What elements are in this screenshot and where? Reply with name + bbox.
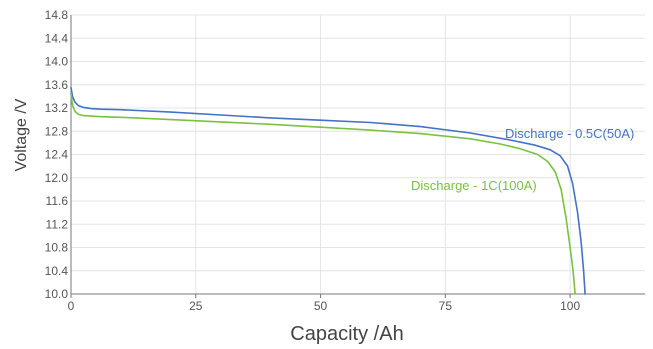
series-label-1c: Discharge - 1C(100A) bbox=[411, 178, 537, 193]
x-tick-label: 50 bbox=[314, 299, 328, 313]
y-tick-label: 12.4 bbox=[45, 148, 69, 162]
y-tick-labels: 10.0 10.4 10.8 11.2 11.6 12.0 12.4 12.8 13.2 13.6… bbox=[45, 8, 69, 301]
x-tick-label: 25 bbox=[189, 299, 203, 313]
x-tick-labels: 0 25 50 75 100 bbox=[68, 299, 581, 313]
y-tick-label: 14.8 bbox=[45, 8, 69, 22]
series-lines bbox=[70, 86, 586, 295]
y-tick-label: 13.2 bbox=[45, 101, 69, 115]
series-label-0-5c: Discharge - 0.5C(50A) bbox=[505, 126, 634, 141]
y-tick-label: 12.8 bbox=[45, 124, 69, 138]
axes bbox=[70, 15, 645, 298]
x-tick-label: 100 bbox=[560, 299, 580, 313]
series-line-1 bbox=[70, 92, 576, 295]
grid-lines bbox=[71, 14, 645, 295]
series-line-0 bbox=[70, 86, 586, 295]
x-tick-label: 75 bbox=[439, 299, 453, 313]
y-tick-label: 10.8 bbox=[45, 241, 69, 255]
y-tick-label: 12.0 bbox=[45, 171, 69, 185]
x-tick-label: 0 bbox=[68, 299, 75, 313]
y-tick-label: 14.0 bbox=[45, 55, 69, 69]
y-tick-label: 11.2 bbox=[46, 217, 69, 231]
y-tick-label: 14.4 bbox=[45, 31, 69, 45]
y-axis-title: Voltage /V bbox=[13, 98, 30, 171]
y-tick-label: 13.6 bbox=[45, 78, 69, 92]
y-tick-label: 11.6 bbox=[46, 194, 69, 208]
x-axis-title: Capacity /Ah bbox=[290, 323, 403, 345]
y-tick-label: 10.0 bbox=[45, 287, 69, 301]
y-tick-label: 10.4 bbox=[45, 264, 69, 278]
